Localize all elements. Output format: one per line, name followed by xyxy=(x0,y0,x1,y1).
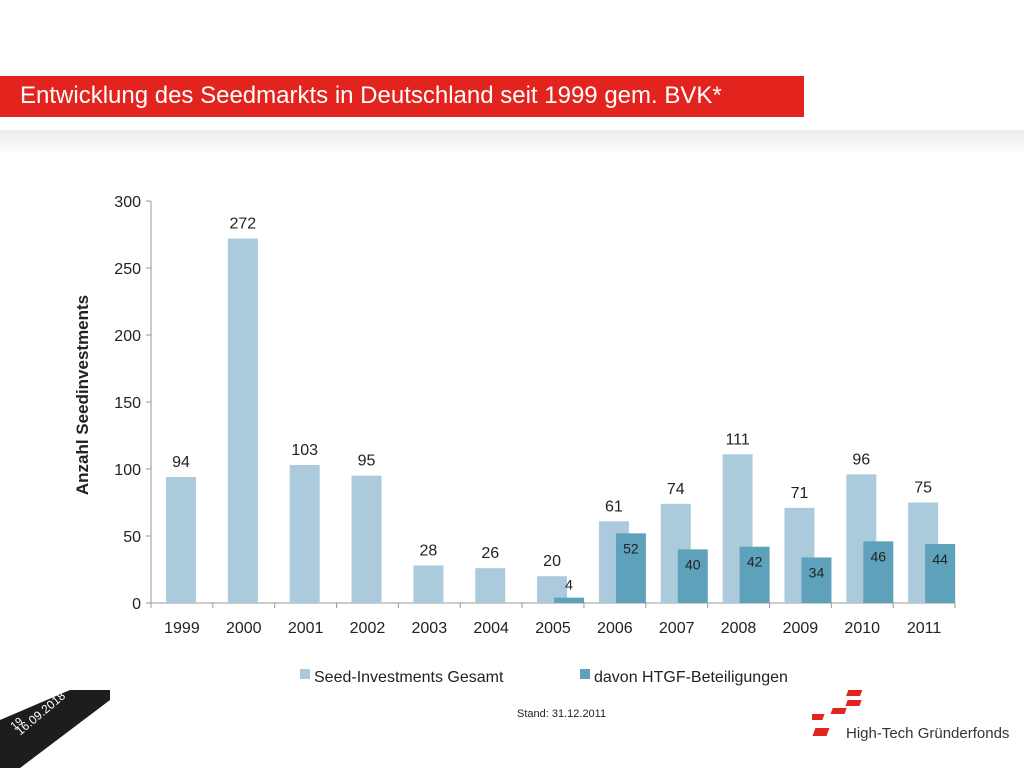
x-tick-label: 2006 xyxy=(597,620,633,637)
title-banner: Entwicklung des Seedmarkts in Deutschlan… xyxy=(0,76,804,117)
y-tick-label: 250 xyxy=(114,261,141,278)
data-label-htgf: 52 xyxy=(623,540,639,556)
data-label-gesamt: 96 xyxy=(852,451,870,468)
corner-triangle-decoration xyxy=(0,690,110,768)
logo-text: High-Tech Gründerfonds xyxy=(846,725,1010,742)
data-label-gesamt: 111 xyxy=(725,431,749,448)
logo-squares-icon xyxy=(812,690,863,736)
data-label-gesamt: 26 xyxy=(481,545,499,562)
x-tick-label: 2003 xyxy=(412,620,448,637)
page-title: Entwicklung des Seedmarkts in Deutschlan… xyxy=(20,82,722,109)
x-tick-label: 2005 xyxy=(535,620,571,637)
bar-htgf-beteiligungen xyxy=(615,533,646,603)
data-label-htgf: 42 xyxy=(747,554,763,570)
data-label-gesamt: 20 xyxy=(543,553,561,570)
legend-swatch-gesamt xyxy=(300,669,310,679)
data-label-htgf: 34 xyxy=(809,564,825,580)
data-label-gesamt: 94 xyxy=(172,454,190,471)
x-tick-label: 2000 xyxy=(226,620,262,637)
data-label-gesamt: 95 xyxy=(358,453,376,470)
bar-htgf-beteiligungen xyxy=(863,541,894,603)
bar-seed-investments-gesamt xyxy=(289,464,320,603)
x-tick-label: 2008 xyxy=(721,620,757,637)
y-tick-label: 200 xyxy=(114,328,141,345)
x-tick-label: 1999 xyxy=(164,620,200,637)
x-tick-label: 2010 xyxy=(844,620,880,637)
x-tick-label: 2007 xyxy=(659,620,695,637)
data-label-htgf: 4 xyxy=(565,577,573,593)
data-label-gesamt: 71 xyxy=(791,485,809,502)
y-tick-label: 100 xyxy=(114,462,141,479)
bar-htgf-beteiligungen xyxy=(554,597,585,603)
legend-label-htgf: davon HTGF-Beteiligungen xyxy=(594,669,788,686)
header-shadow xyxy=(0,130,1024,154)
data-label-htgf: 44 xyxy=(932,551,948,567)
bar-htgf-beteiligungen xyxy=(677,549,708,603)
data-label-gesamt: 28 xyxy=(419,542,437,559)
data-label-htgf: 46 xyxy=(871,548,887,564)
bar-htgf-beteiligungen xyxy=(739,546,770,603)
data-label-htgf: 40 xyxy=(685,556,701,572)
data-label-gesamt: 61 xyxy=(605,498,623,515)
data-label-gesamt: 75 xyxy=(914,480,932,497)
data-label-gesamt: 74 xyxy=(667,481,685,498)
bar-seed-investments-gesamt xyxy=(413,565,444,603)
stand-date-note: Stand: 31.12.2011 xyxy=(517,708,607,720)
data-label-gesamt: 103 xyxy=(291,442,318,459)
x-tick-label: 2011 xyxy=(907,620,942,637)
y-tick-label: 50 xyxy=(123,529,141,546)
bar-seed-investments-gesamt xyxy=(351,475,382,603)
y-tick-label: 150 xyxy=(114,395,141,412)
bar-seed-investments-gesamt xyxy=(475,568,506,603)
y-axis-label: Anzahl Seedinvestments xyxy=(73,295,92,495)
high-tech-gruenderfonds-logo: High-Tech Gründerfonds xyxy=(812,688,1012,748)
data-label-gesamt: 272 xyxy=(229,216,256,233)
legend-swatch-htgf xyxy=(580,669,590,679)
y-tick-label: 300 xyxy=(114,194,141,211)
x-tick-label: 2004 xyxy=(473,620,509,637)
bar-seed-investments-gesamt xyxy=(227,238,258,603)
legend-label-gesamt: Seed-Investments Gesamt xyxy=(314,669,504,686)
bar-seed-investments-gesamt xyxy=(166,477,196,603)
x-tick-label: 2002 xyxy=(350,620,386,637)
y-tick-label: 0 xyxy=(132,596,141,613)
bar-htgf-beteiligungen xyxy=(925,544,956,603)
bar-htgf-beteiligungen xyxy=(801,557,832,603)
x-tick-label: 2001 xyxy=(288,620,324,637)
x-tick-label: 2009 xyxy=(783,620,819,637)
